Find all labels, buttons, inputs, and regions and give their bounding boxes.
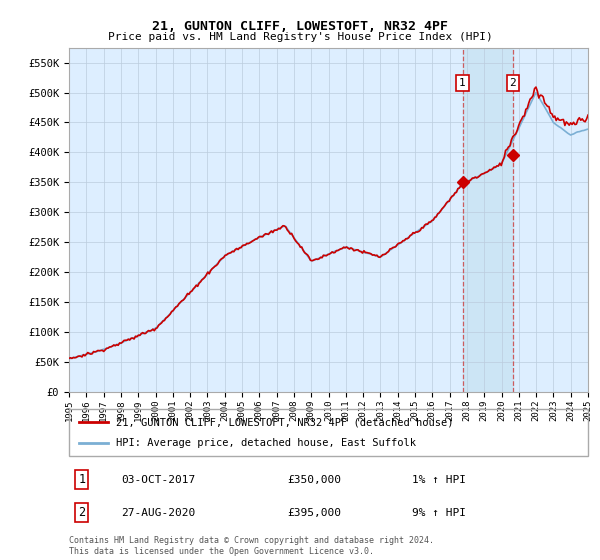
Text: 1% ↑ HPI: 1% ↑ HPI bbox=[412, 475, 466, 484]
Text: 2: 2 bbox=[79, 506, 86, 519]
Text: £395,000: £395,000 bbox=[287, 508, 341, 517]
Text: 1: 1 bbox=[459, 78, 466, 88]
Text: 2: 2 bbox=[509, 78, 516, 88]
Text: 27-AUG-2020: 27-AUG-2020 bbox=[121, 508, 195, 517]
Text: Contains HM Land Registry data © Crown copyright and database right 2024.
This d: Contains HM Land Registry data © Crown c… bbox=[69, 536, 434, 556]
Text: HPI: Average price, detached house, East Suffolk: HPI: Average price, detached house, East… bbox=[116, 438, 416, 448]
Text: Price paid vs. HM Land Registry's House Price Index (HPI): Price paid vs. HM Land Registry's House … bbox=[107, 32, 493, 43]
Bar bbox=[463, 48, 513, 392]
Text: 9% ↑ HPI: 9% ↑ HPI bbox=[412, 508, 466, 517]
Text: 1: 1 bbox=[79, 473, 86, 486]
Text: £350,000: £350,000 bbox=[287, 475, 341, 484]
Text: 03-OCT-2017: 03-OCT-2017 bbox=[121, 475, 195, 484]
Text: 21, GUNTON CLIFF, LOWESTOFT, NR32 4PF (detached house): 21, GUNTON CLIFF, LOWESTOFT, NR32 4PF (d… bbox=[116, 417, 453, 427]
Text: 21, GUNTON CLIFF, LOWESTOFT, NR32 4PF: 21, GUNTON CLIFF, LOWESTOFT, NR32 4PF bbox=[152, 20, 448, 32]
